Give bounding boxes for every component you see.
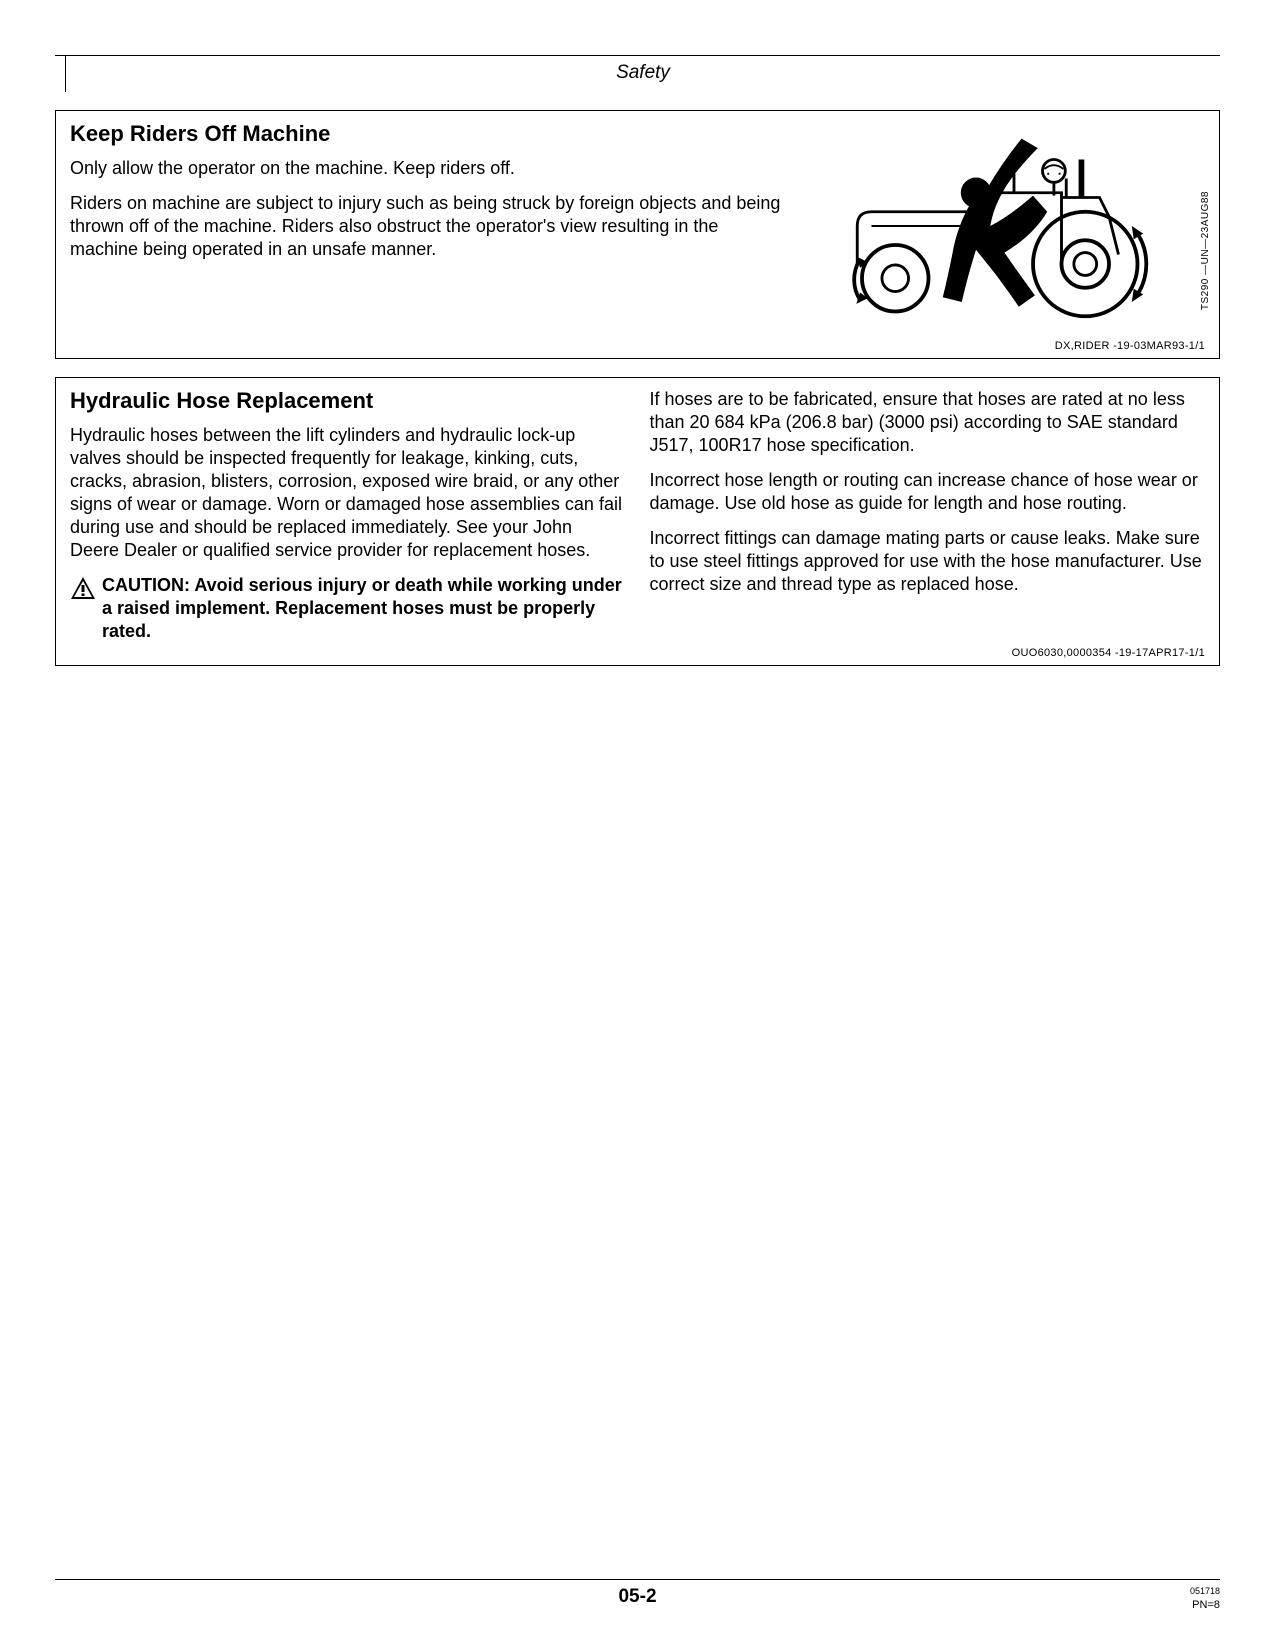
footer-rule <box>55 1579 1220 1580</box>
section1-paragraph-1: Only allow the operator on the machine. … <box>70 157 785 180</box>
section1-title: Keep Riders Off Machine <box>70 121 785 147</box>
warning-triangle-icon <box>70 576 96 605</box>
section2-right-paragraph-1: If hoses are to be fabricated, ensure th… <box>650 388 1206 457</box>
section1-reference-code: DX,RIDER -19-03MAR93-1/1 <box>70 340 1205 352</box>
section2-right-paragraph-2: Incorrect hose length or routing can inc… <box>650 469 1206 515</box>
page-header-title: Safety <box>65 56 1220 92</box>
section-hydraulic-hose: Hydraulic Hose Replacement Hydraulic hos… <box>55 377 1220 666</box>
section-keep-riders-off: Keep Riders Off Machine Only allow the o… <box>55 110 1220 359</box>
section1-paragraph-2: Riders on machine are subject to injury … <box>70 192 785 261</box>
page-footer: 05-2 051718 PN=8 <box>55 1579 1220 1612</box>
section2-title: Hydraulic Hose Replacement <box>70 388 626 414</box>
section2-reference-code: OUO6030,0000354 -19-17APR17-1/1 <box>70 647 1205 659</box>
figure-code-vertical: TS290 —UN—23AUG88 <box>1200 191 1211 310</box>
page-number: 05-2 <box>175 1586 1100 1608</box>
tractor-rider-illustration: TS290 —UN—23AUG88 <box>805 121 1205 336</box>
caution-text: CAUTION: Avoid serious injury or death w… <box>102 574 626 643</box>
caution-block: CAUTION: Avoid serious injury or death w… <box>70 574 626 643</box>
section2-left-paragraph-1: Hydraulic hoses between the lift cylinde… <box>70 424 626 562</box>
footer-date-code: 051718 <box>1100 1586 1220 1598</box>
section2-right-paragraph-3: Incorrect fittings can damage mating par… <box>650 527 1206 596</box>
footer-pn: PN=8 <box>1100 1598 1220 1612</box>
